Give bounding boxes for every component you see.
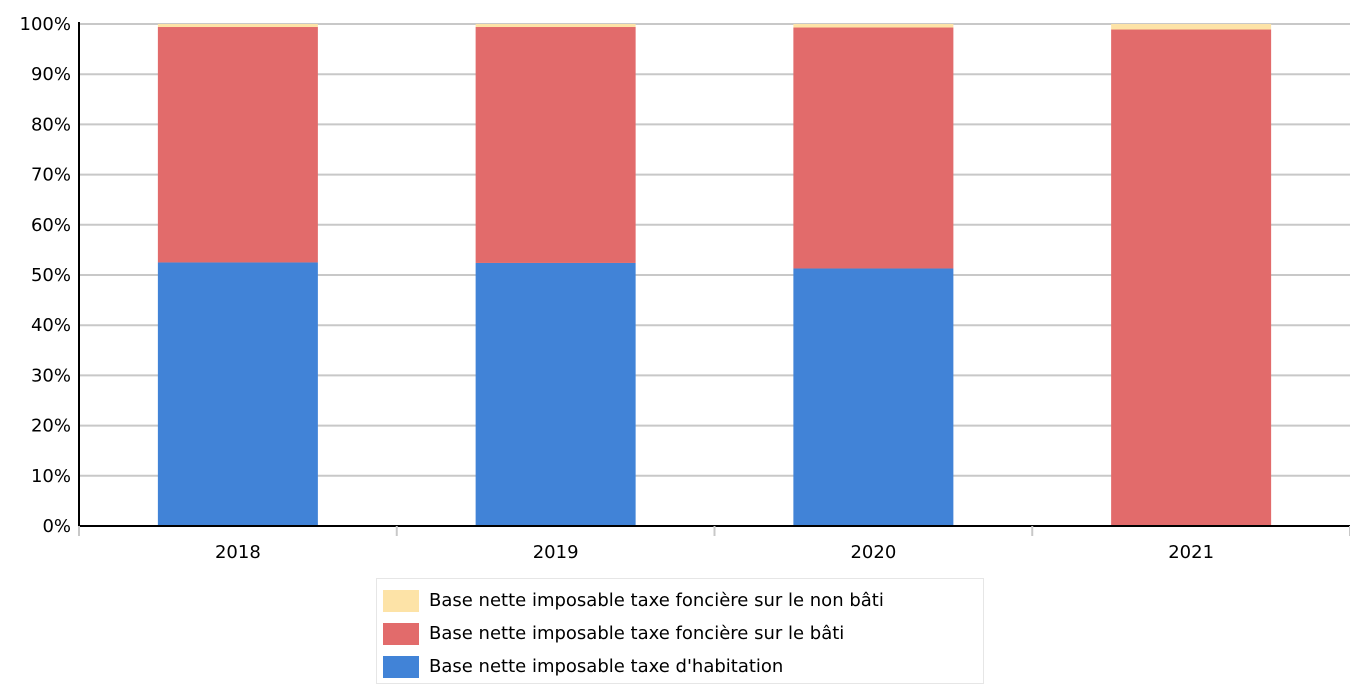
x-tick-labels: 2018 2019 2020 2021 — [215, 542, 1214, 563]
axes — [78, 22, 1350, 536]
x-tick-label: 2021 — [1168, 542, 1214, 563]
y-tick-label: 10% — [31, 466, 71, 487]
legend-swatch — [383, 655, 419, 678]
bar-segment-2020-series-0 — [793, 268, 954, 526]
legend-item: Base nette imposable taxe foncière sur l… — [383, 617, 983, 650]
legend-swatch — [383, 589, 419, 612]
y-tick-label: 0% — [42, 516, 71, 537]
y-tick-label: 20% — [31, 416, 71, 437]
bar-segment-2019-series-2 — [475, 24, 636, 28]
bar-segment-2021-series-2 — [1111, 24, 1272, 30]
bar-segment-2020-series-1 — [793, 27, 954, 269]
y-tick-label: 30% — [31, 365, 71, 386]
y-tick-label: 50% — [31, 265, 71, 286]
legend-label: Base nette imposable taxe foncière sur l… — [429, 590, 884, 611]
x-tick-label: 2019 — [533, 542, 579, 563]
bars — [157, 24, 1272, 526]
bar-segment-2018-series-2 — [157, 24, 318, 28]
y-tick-label: 70% — [31, 165, 71, 186]
bar-segment-2018-series-1 — [157, 27, 318, 263]
y-tick-labels: 0% 10% 20% 30% 40% 50% 60% 70% 80% 90% 100% — [20, 14, 71, 537]
legend-swatch — [383, 622, 419, 645]
bar-segment-2019-series-0 — [475, 262, 636, 526]
y-tick-label: 60% — [31, 215, 71, 236]
bar-segment-2019-series-1 — [475, 27, 636, 263]
legend-item: Base nette imposable taxe d'habitation — [383, 650, 983, 683]
y-tick-label: 100% — [20, 14, 71, 35]
y-tick-label: 80% — [31, 114, 71, 135]
y-tick-label: 90% — [31, 64, 71, 85]
legend-label: Base nette imposable taxe foncière sur l… — [429, 623, 845, 644]
bar-segment-2021-series-1 — [1111, 29, 1272, 526]
x-tick-label: 2020 — [850, 542, 896, 563]
x-tick-label: 2018 — [215, 542, 261, 563]
legend: Base nette imposable taxe foncière sur l… — [376, 578, 984, 684]
bar-segment-2018-series-0 — [157, 262, 318, 526]
bar-segment-2020-series-2 — [793, 24, 954, 28]
y-tick-label: 40% — [31, 315, 71, 336]
legend-item: Base nette imposable taxe foncière sur l… — [383, 584, 983, 617]
legend-label: Base nette imposable taxe d'habitation — [429, 656, 784, 677]
